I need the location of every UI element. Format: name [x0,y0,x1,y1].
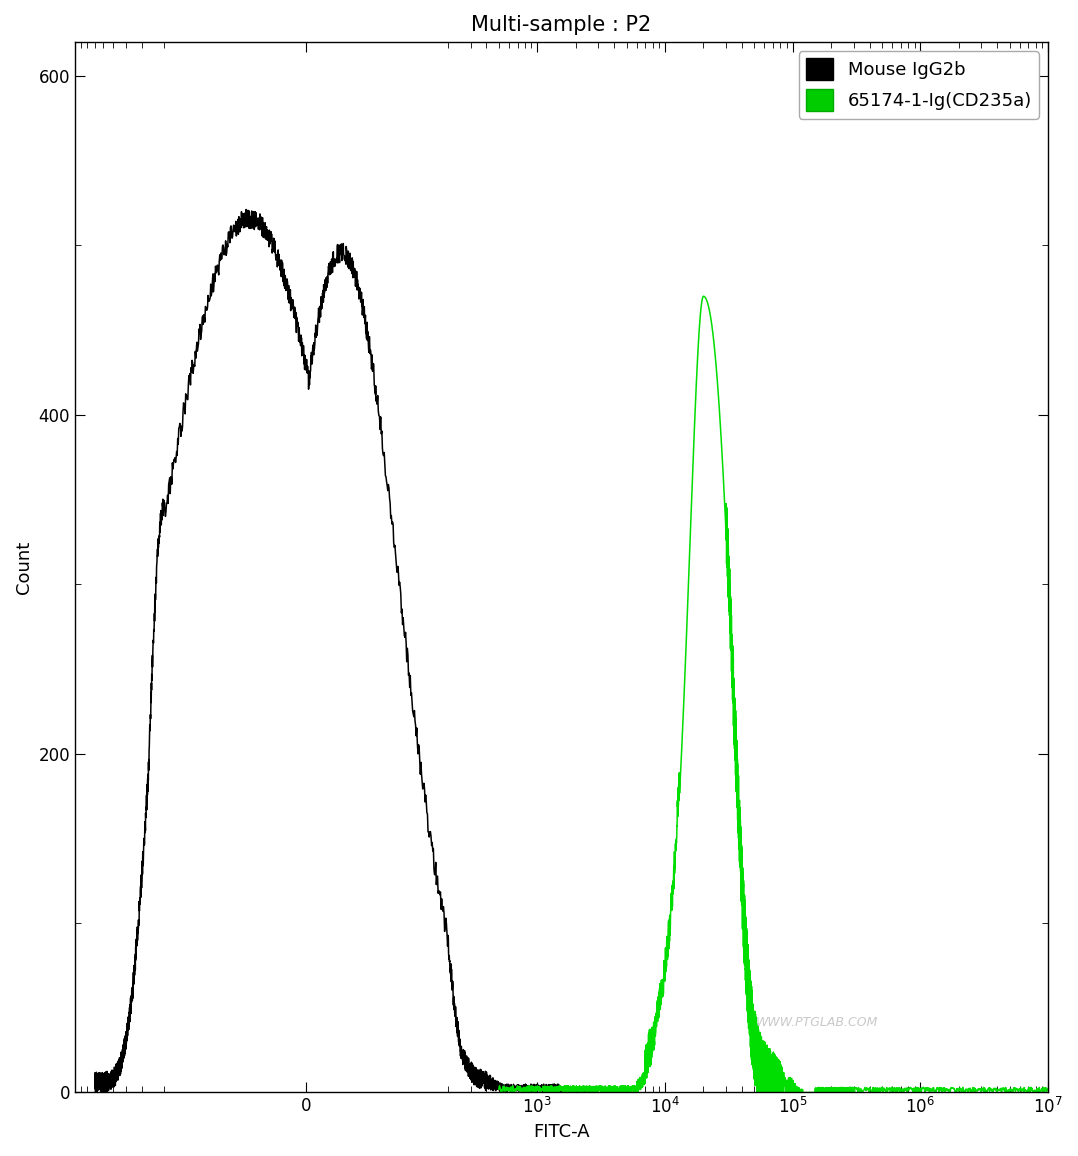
Title: Multi-sample : P2: Multi-sample : P2 [471,15,652,35]
Mouse IgG2b [280,274,293,288]
Text: WWW.PTGLAB.COM: WWW.PTGLAB.COM [756,1016,879,1030]
65174-1-Ig(CD235a) [493,1082,506,1096]
65174-1-Ig(CD235a) [1041,1083,1054,1097]
Mouse IgG2b [592,1084,605,1098]
Mouse IgG2b [98,1067,111,1081]
65174-1-Ig(CD235a) [595,1083,608,1097]
Mouse IgG2b [441,926,454,940]
65174-1-Ig(CD235a) [563,1085,576,1099]
65174-1-Ig(CD235a) [750,1085,763,1099]
X-axis label: FITC-A: FITC-A [534,1122,590,1141]
Legend: Mouse IgG2b, 65174-1-Ig(CD235a): Mouse IgG2b, 65174-1-Ig(CD235a) [799,51,1039,119]
Line: 65174-1-Ig(CD235a): 65174-1-Ig(CD235a) [499,296,1048,1092]
Y-axis label: Count: Count [15,541,33,594]
Mouse IgG2b [92,1079,105,1092]
65174-1-Ig(CD235a) [685,518,697,532]
65174-1-Ig(CD235a) [697,289,710,303]
Line: Mouse IgG2b: Mouse IgG2b [95,209,598,1092]
Mouse IgG2b [88,1067,101,1081]
Mouse IgG2b [239,202,252,216]
Mouse IgG2b [177,405,190,418]
Mouse IgG2b [496,1077,509,1091]
65174-1-Ig(CD235a) [745,1037,758,1051]
Mouse IgG2b [568,1085,581,1099]
65174-1-Ig(CD235a) [754,1025,766,1039]
65174-1-Ig(CD235a) [564,1083,577,1097]
